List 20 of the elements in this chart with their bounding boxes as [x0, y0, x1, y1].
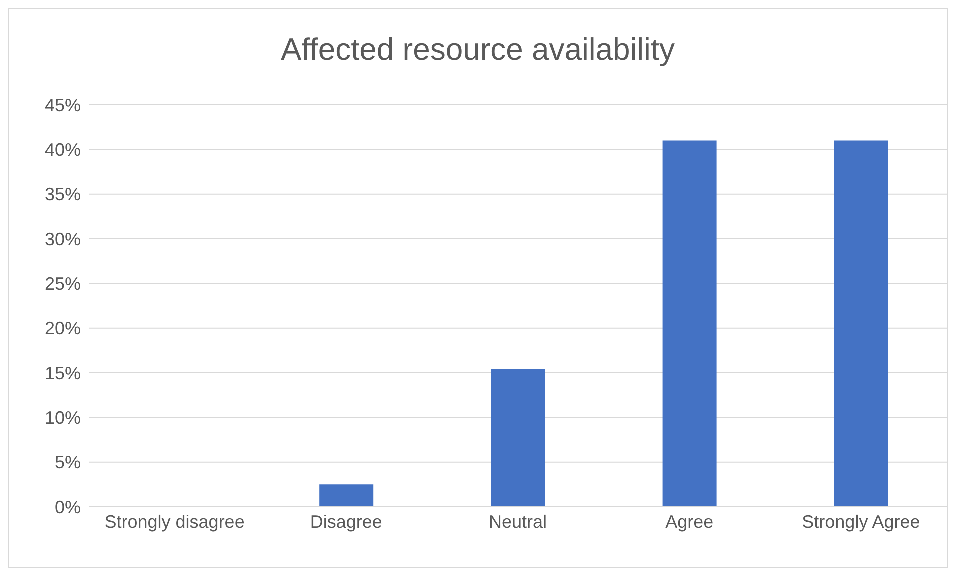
y-tick-label: 15%	[44, 363, 81, 384]
y-tick-label: 0%	[54, 497, 81, 518]
bar	[662, 140, 717, 507]
y-tick-label: 35%	[44, 184, 81, 205]
x-tick-label: Neutral	[488, 512, 548, 532]
y-tick-label: 45%	[44, 95, 81, 116]
x-tick-label: Disagree	[310, 512, 382, 532]
y-tick-label: 10%	[44, 408, 81, 428]
chart-title: Affected resource availability	[280, 31, 676, 69]
y-tick-label: 20%	[44, 318, 81, 339]
bar	[834, 140, 888, 507]
x-tick-label: Agree	[666, 512, 714, 532]
y-tick-label: 25%	[44, 274, 81, 294]
bar	[320, 484, 374, 507]
y-tick-label: 40%	[44, 140, 81, 160]
y-tick-label: 5%	[54, 452, 81, 473]
x-tick-label: Strongly disagree	[104, 512, 245, 532]
x-tick-label: Strongly Agree	[802, 512, 920, 532]
y-tick-label: 30%	[44, 229, 81, 250]
bar	[491, 369, 546, 507]
